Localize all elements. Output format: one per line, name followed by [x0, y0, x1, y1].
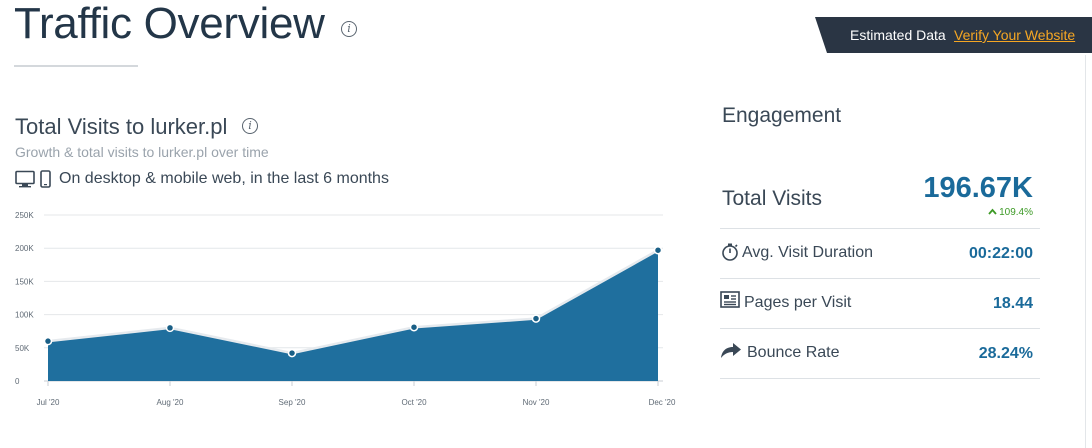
info-icon[interactable]: i: [242, 118, 258, 134]
data-point: [287, 348, 297, 358]
y-tick-label: 200K: [15, 244, 34, 253]
visits-section-title: Total Visits to lurker.pl: [15, 114, 228, 139]
pages-per-visit-value: 18.44: [992, 295, 1033, 312]
visits-line: [47, 249, 659, 355]
info-icon[interactable]: i: [341, 21, 357, 37]
devices-description: On desktop & mobile web, in the last 6 m…: [59, 170, 389, 187]
data-point: [165, 323, 175, 333]
bounce-arrow-icon: [721, 343, 741, 358]
banner-background: [815, 17, 1092, 53]
pages-per-visit-label: Pages per Visit: [744, 294, 852, 311]
device-icons: [15, 170, 51, 188]
x-tick-label: Oct '20: [401, 398, 427, 407]
total-visits-value: 196.67K: [923, 172, 1033, 204]
mobile-icon: [40, 170, 51, 188]
data-point: [409, 322, 419, 332]
title-divider: [14, 65, 138, 67]
total-visits-change-value: 109.4%: [999, 207, 1033, 218]
desktop-icon: [15, 170, 35, 188]
engagement-divider: [720, 228, 1040, 229]
x-tick-label: Dec '20: [649, 398, 676, 407]
total-visits-row: Total Visits 196.67K 109.4%: [720, 160, 1040, 229]
stopwatch-icon: [722, 243, 738, 261]
visits-section-subtitle: Growth & total visits to lurker.pl over …: [15, 144, 269, 160]
x-tick-label: Nov '20: [523, 398, 550, 407]
bounce-rate-label: Bounce Rate: [747, 344, 840, 361]
y-tick-label: 0: [15, 377, 20, 386]
avg-visit-duration-row: Avg. Visit Duration 00:22:00: [720, 229, 1040, 279]
data-point: [531, 314, 541, 323]
data-point: [43, 336, 53, 346]
right-divider: [1085, 55, 1086, 448]
data-point: [653, 245, 663, 255]
total-visits-chart: 0 50K 100K 150K 200K 250K Jul '20 Aug '20 Sep '2…: [15, 211, 676, 407]
avg-visit-duration-label: Avg. Visit Duration: [742, 244, 874, 261]
banner-text: Estimated Data: [850, 27, 946, 43]
bounce-rate-value: 28.24%: [978, 345, 1033, 362]
total-visits-change: 109.4%: [988, 207, 1033, 218]
avg-visit-duration-value: 00:22:00: [968, 245, 1033, 262]
y-tick-label: 150K: [15, 277, 34, 286]
visits-area: [48, 250, 658, 381]
pages-icon: [720, 291, 740, 308]
chevron-up-icon: [988, 208, 997, 215]
x-tick-label: Jul '20: [37, 398, 60, 407]
y-tick-label: 100K: [15, 311, 34, 320]
pages-per-visit-row: Pages per Visit 18.44: [720, 279, 1040, 329]
estimated-data-banner: Estimated Data Verify Your Website: [815, 17, 1092, 53]
x-tick-label: Sep '20: [279, 398, 306, 407]
x-tick-label: Aug '20: [157, 398, 184, 407]
engagement-title: Engagement: [722, 104, 842, 127]
verify-website-link[interactable]: Verify Your Website: [954, 27, 1076, 43]
y-tick-label: 50K: [15, 344, 30, 353]
bounce-rate-row: Bounce Rate 28.24%: [720, 329, 1040, 379]
y-tick-label: 250K: [15, 211, 34, 220]
total-visits-label: Total Visits: [722, 187, 822, 210]
page-title: Traffic Overview: [14, 0, 325, 48]
